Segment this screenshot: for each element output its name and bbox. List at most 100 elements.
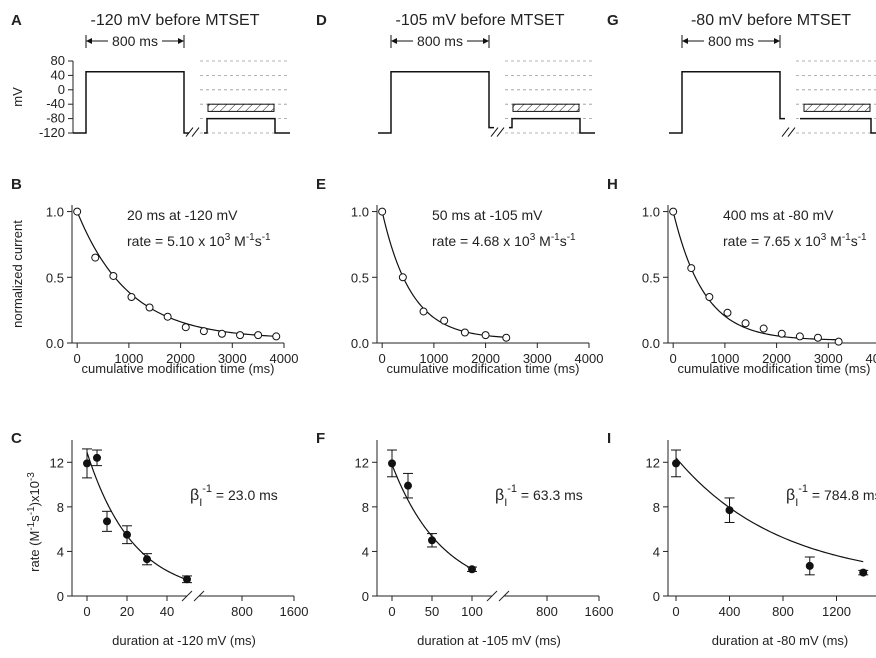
x-tick-label: 1600: [280, 604, 309, 619]
annotation-rate: rate = 7.65 x 103 M-1s-1: [723, 232, 867, 249]
voltage-trace-mtset: [509, 117, 595, 134]
break-mark: [781, 127, 790, 137]
data-point: [805, 561, 814, 570]
duration-label: 800 ms: [417, 33, 463, 49]
data-point: [460, 328, 469, 337]
y-axis-label: rate (M-1s-1)x10-3: [26, 472, 42, 572]
y-tick-label: 0.5: [46, 270, 64, 285]
data-point: [672, 459, 681, 468]
y-tick-label: 0: [653, 589, 660, 604]
x-axis-label: cumulative modification time (ms): [678, 361, 871, 376]
annotation-beta: βI-1 = 784.8 ms: [786, 483, 876, 509]
x-tick-label: 2000: [471, 351, 500, 366]
x-tick-label: 2000: [762, 351, 791, 366]
y-tick-label: 12: [355, 455, 369, 470]
data-point: [834, 337, 843, 346]
break-mark: [193, 590, 205, 602]
y-tick-label: 0.0: [46, 336, 64, 351]
y-tick-label: 0.5: [642, 270, 660, 285]
x-tick-label: 4000: [575, 351, 604, 366]
x-tick-label: 1600: [585, 604, 614, 619]
x-tick-label: 1000: [419, 351, 448, 366]
y-tick-label: 1.0: [642, 205, 660, 220]
break-mark: [496, 127, 505, 137]
fit-curve: [86, 452, 188, 581]
break-mark: [185, 127, 194, 137]
y-axis-label: mV: [10, 87, 25, 107]
mtset-application-box: [512, 103, 580, 112]
x-tick-label: 1000: [114, 351, 143, 366]
y-tick-label: 0: [362, 589, 369, 604]
y-tick-label: -120: [39, 125, 65, 140]
data-point: [741, 319, 750, 328]
x-axis-label: cumulative modification time (ms): [82, 361, 275, 376]
y-tick-label: -40: [46, 96, 65, 111]
panel-label-E: E: [316, 176, 326, 193]
y-tick-label: 0.5: [351, 270, 369, 285]
data-point: [388, 459, 396, 468]
break-mark: [191, 127, 200, 137]
data-point: [143, 555, 151, 564]
x-axis-label: cumulative modification time (ms): [387, 361, 580, 376]
y-axis-label: normalized current: [10, 220, 25, 328]
x-tick-label: 0: [83, 604, 90, 619]
break-mark: [498, 590, 510, 602]
protocol-panel-G: -80 mV before MTSET 800 ms: [669, 12, 876, 137]
x-tick-label: 400: [719, 604, 741, 619]
x-tick-label: 4000: [866, 351, 876, 366]
arrowhead: [774, 38, 780, 44]
x-tick-label: 800: [231, 604, 253, 619]
data-point: [217, 329, 226, 338]
x-tick-label: 0: [388, 604, 395, 619]
data-point: [795, 332, 804, 341]
x-tick-label: 4000: [270, 351, 299, 366]
x-tick-label: 0: [670, 351, 677, 366]
data-point: [236, 331, 245, 340]
arrowhead: [483, 38, 489, 44]
data-point: [127, 293, 136, 301]
rate-panel-C: 0 4 8 12 0 20 40 800 1600 duration at -120 mV (ms…: [26, 440, 308, 648]
data-point: [254, 331, 263, 340]
data-point: [183, 575, 191, 584]
y-tick-label: 0: [58, 82, 65, 97]
y-tick-label: 4: [362, 544, 369, 559]
x-tick-label: 50: [425, 604, 439, 619]
annotation-beta: βI-1 = 63.3 ms: [495, 483, 583, 509]
x-tick-label: 1000: [710, 351, 739, 366]
panel-title: -80 mV before MTSET: [691, 12, 851, 29]
data-point: [481, 331, 490, 340]
fit-curve: [675, 457, 864, 563]
y-tick-label: 8: [362, 500, 369, 515]
data-point: [440, 316, 449, 325]
data-point: [419, 307, 428, 316]
panel-title: -120 mV before MTSET: [91, 12, 260, 29]
y-tick-label: 4: [57, 544, 64, 559]
data-point: [83, 459, 91, 468]
rate-panel-F: 0 4 8 12 0 50 100 800 1600 duration at -105 mV (m…: [355, 440, 614, 648]
break-mark: [181, 590, 193, 602]
fit-curve: [391, 464, 473, 570]
arrowhead: [391, 38, 397, 44]
y-tick-label: 12: [646, 455, 660, 470]
x-tick-label: 100: [461, 604, 483, 619]
y-tick-label: 0.0: [642, 336, 660, 351]
y-tick-label: 4: [653, 544, 660, 559]
annotation-beta: βI-1 = 23.0 ms: [190, 483, 278, 509]
data-point: [272, 332, 281, 341]
data-point: [502, 333, 511, 342]
fit-curve: [672, 211, 839, 341]
y-tick-label: 0.0: [351, 336, 369, 351]
duration-label: 800 ms: [708, 33, 754, 49]
x-tick-label: 1200: [822, 604, 851, 619]
break-mark: [486, 590, 498, 602]
data-point: [859, 568, 868, 577]
annotation-condition: 50 ms at -105 mV: [432, 207, 543, 223]
annotation-condition: 20 ms at -120 mV: [127, 207, 238, 223]
data-point: [404, 481, 412, 490]
panel-label-B: B: [11, 176, 22, 193]
panel-title: -105 mV before MTSET: [396, 12, 565, 29]
